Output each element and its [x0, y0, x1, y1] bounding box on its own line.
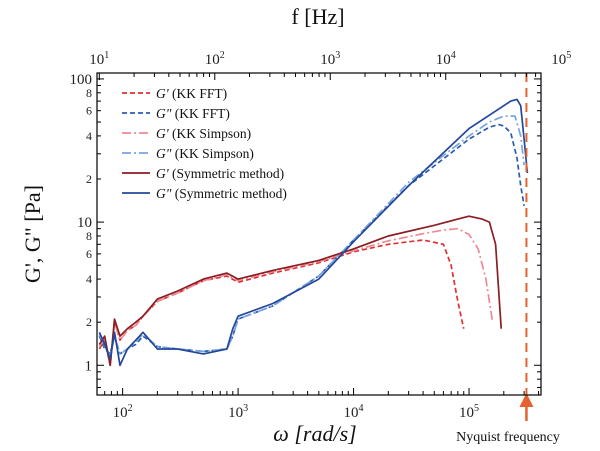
- legend-label-5: G' (Symmetric method): [156, 166, 284, 181]
- x-axis-title: ω [rad/s]: [273, 421, 356, 446]
- series-line-6: [98, 98, 529, 367]
- y-minor-tick-label: 2: [86, 315, 92, 329]
- y-tick-label: 100: [70, 72, 93, 88]
- series-line-3: [98, 227, 494, 367]
- y-minor-tick-label: 2: [86, 172, 92, 186]
- series-line-5: [98, 215, 503, 367]
- legend-label-4: G" (KK Simpson): [156, 146, 254, 161]
- y-minor-tick-label: 4: [86, 272, 92, 286]
- y-minor-tick-label: 8: [86, 86, 92, 100]
- x-tick-label: 105: [459, 403, 479, 421]
- series-line-4: [98, 115, 525, 358]
- y-minor-tick-label: 6: [86, 104, 92, 118]
- ticks-layer: [96, 73, 541, 395]
- x-tick-label: 102: [113, 403, 133, 421]
- tick-labels-layer: 102 103 104 105 101 102 103 104 105 1 10 100 2 4 6 8 2 4 6…: [70, 50, 572, 421]
- x-tick-label: 104: [344, 403, 364, 421]
- y-minor-tick-label: 6: [86, 247, 92, 261]
- x2-tick-label: 103: [320, 50, 340, 68]
- y-minor-tick-label: 4: [86, 129, 92, 143]
- nyquist-layer: [519, 73, 534, 421]
- x2-tick-label: 102: [205, 50, 225, 68]
- nyquist-arrow-head: [519, 393, 534, 407]
- legend: G' (KK FFT) G" (KK FFT) G' (KK Simpson) G" …: [122, 86, 287, 201]
- legend-label-1: G' (KK FFT): [156, 86, 227, 101]
- x2-axis-title: f [Hz]: [291, 4, 344, 29]
- legend-label-6: G" (Symmetric method): [156, 186, 287, 201]
- x2-tick-label: 101: [89, 50, 109, 68]
- series-line-2: [98, 123, 525, 355]
- y-tick-label: 1: [85, 358, 93, 374]
- x-tick-label: 103: [228, 403, 248, 421]
- legend-label-3: G' (KK Simpson): [156, 126, 251, 141]
- legend-label-2: G" (KK FFT): [156, 106, 230, 121]
- y-axis-title: G', G" [Pa]: [20, 185, 45, 283]
- series-layer: [98, 98, 529, 367]
- x2-tick-label: 104: [436, 50, 456, 68]
- y-tick-label: 10: [77, 215, 92, 231]
- nyquist-label: Nyquist frequency: [456, 430, 560, 445]
- y-minor-tick-label: 8: [86, 229, 92, 243]
- x2-tick-label: 105: [551, 50, 571, 68]
